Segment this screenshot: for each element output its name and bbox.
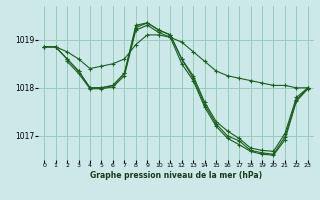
X-axis label: Graphe pression niveau de la mer (hPa): Graphe pression niveau de la mer (hPa) [90,171,262,180]
